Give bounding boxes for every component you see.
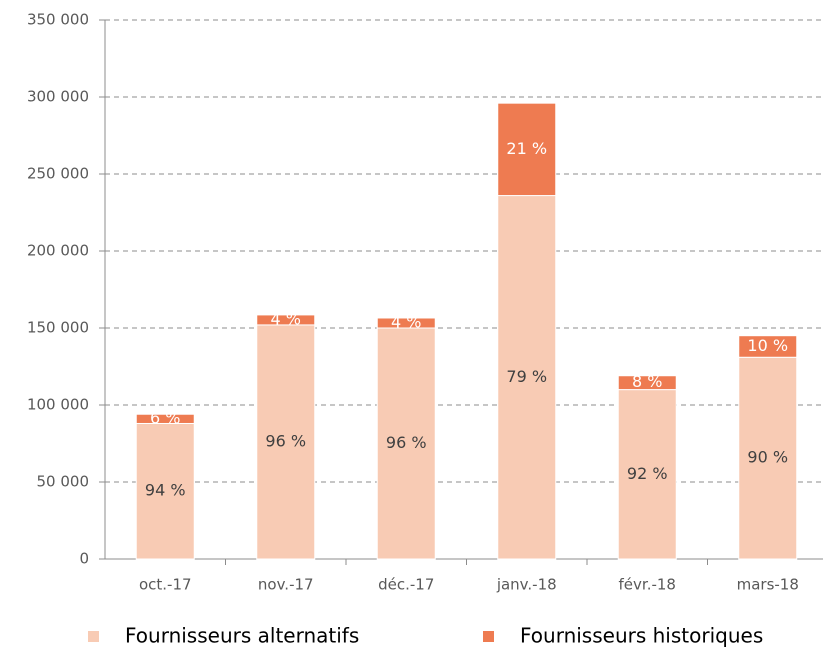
- segment-label: 90 %: [747, 448, 788, 467]
- bar-segment: [497, 102, 557, 197]
- segment-label: 4 %: [271, 309, 301, 328]
- legend-label: Fournisseurs alternatifs: [125, 624, 359, 648]
- y-tick-label: 350 000: [27, 11, 89, 29]
- y-tick-label: 100 000: [27, 396, 89, 414]
- x-tick-label: févr.-18: [619, 576, 676, 594]
- segment-label: 96 %: [386, 433, 427, 452]
- segment-label: 8 %: [632, 372, 662, 391]
- y-tick-label: 0: [79, 550, 89, 568]
- bar-segment: [376, 317, 436, 329]
- segment-label: 21 %: [506, 139, 547, 158]
- bar-segment: [617, 375, 677, 391]
- x-tick-label: oct.-17: [139, 576, 192, 594]
- bar-segment: [256, 314, 316, 326]
- legend-label: Fournisseurs historiques: [520, 624, 763, 648]
- segment-label: 79 %: [506, 367, 547, 386]
- bar-segment: [738, 335, 798, 358]
- x-tick-label: mars-18: [737, 576, 799, 594]
- y-tick-label: 150 000: [27, 319, 89, 337]
- y-tick-label: 300 000: [27, 88, 89, 106]
- x-tick-label: janv.-18: [496, 576, 557, 594]
- segment-label: 10 %: [747, 336, 788, 355]
- segment-label: 96 %: [265, 431, 306, 450]
- segment-label: 92 %: [627, 464, 668, 483]
- legend-swatch: [88, 631, 99, 642]
- x-tick-label: déc.-17: [378, 576, 434, 594]
- segment-label: 94 %: [145, 481, 186, 500]
- bar-segment: [617, 389, 677, 560]
- bar-segment: [135, 422, 195, 560]
- bar-segment: [497, 195, 557, 560]
- segment-label: 4 %: [391, 312, 421, 331]
- segment-label: 6 %: [150, 408, 180, 427]
- bar-segment: [738, 356, 798, 560]
- x-tick-label: nov.-17: [258, 576, 314, 594]
- bar-segment: [135, 413, 195, 424]
- y-tick-label: 200 000: [27, 242, 89, 260]
- bar-segment: [256, 324, 316, 560]
- y-tick-label: 250 000: [27, 165, 89, 183]
- y-tick-label: 50 000: [37, 473, 90, 491]
- legend-swatch: [483, 631, 494, 642]
